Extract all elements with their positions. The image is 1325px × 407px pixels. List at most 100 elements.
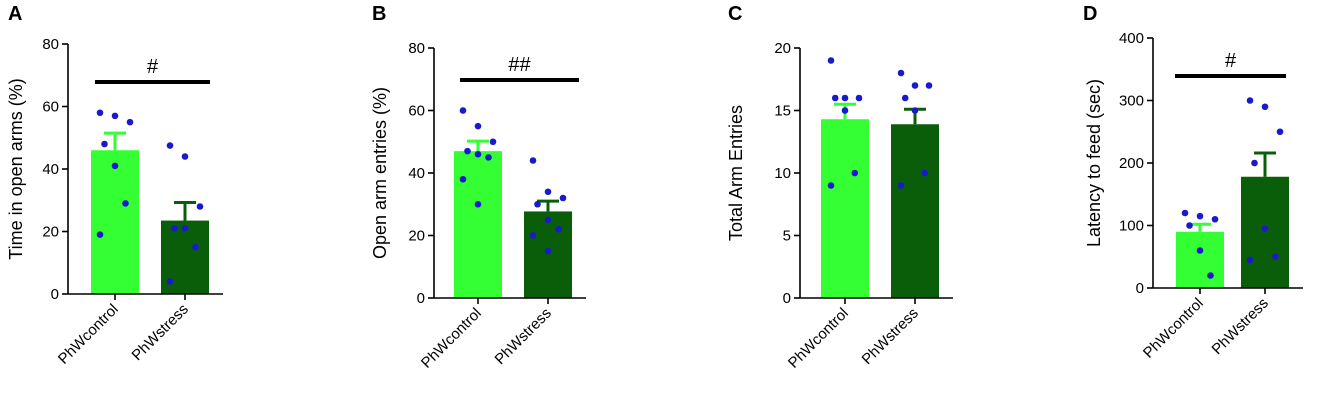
significance-marker: # xyxy=(147,56,159,78)
data-point xyxy=(96,231,104,238)
x-category-label: PhWstress xyxy=(492,305,555,368)
data-point xyxy=(111,112,119,120)
y-tick-label: 300 xyxy=(1119,93,1144,110)
data-point xyxy=(911,82,919,89)
x-category-label: PhWstress xyxy=(129,301,192,364)
y-tick-label: 40 xyxy=(42,161,59,178)
y-tick-label: 0 xyxy=(1136,280,1144,297)
data-point xyxy=(1261,103,1269,111)
significance-marker: # xyxy=(1225,50,1237,72)
data-point xyxy=(897,69,905,77)
data-point xyxy=(459,175,467,183)
data-point xyxy=(485,154,492,161)
data-point xyxy=(181,225,189,232)
x-category-label: PhWstress xyxy=(1209,295,1272,358)
x-category-label: PhWcontrol xyxy=(418,305,485,372)
data-point xyxy=(126,118,134,126)
data-point xyxy=(1181,209,1189,217)
data-point xyxy=(851,169,859,177)
panel-a: A 0 20 40 60 80 PhWcontrol PhWstress Time in ope… xyxy=(6,3,223,368)
data-point xyxy=(1272,253,1279,261)
data-point xyxy=(111,162,119,170)
data-point xyxy=(534,200,541,208)
y-tick-label: 200 xyxy=(1119,155,1144,172)
panel-letter: C xyxy=(728,3,742,25)
panel-letter: B xyxy=(372,3,386,25)
data-point xyxy=(544,247,552,255)
data-point xyxy=(474,122,482,130)
data-point xyxy=(181,153,189,160)
significance-marker: ## xyxy=(508,54,531,76)
data-point xyxy=(166,278,174,285)
bar-phwcontrol xyxy=(1176,231,1224,288)
panel-d: D 0 100 200 300 400 PhWcontrol PhWstress Latency… xyxy=(1083,3,1303,362)
data-point xyxy=(544,188,552,196)
y-tick-label: 60 xyxy=(42,99,59,116)
data-point xyxy=(921,169,929,177)
y-tick-label: 60 xyxy=(408,103,425,120)
y-tick-label: 100 xyxy=(1119,218,1144,235)
y-tick-label: 80 xyxy=(42,36,59,53)
data-point xyxy=(841,107,849,114)
data-point xyxy=(831,94,839,102)
bar-phwstress xyxy=(1241,176,1289,288)
y-tick-label: 15 xyxy=(774,103,791,120)
y-tick-label: 5 xyxy=(783,228,791,245)
data-point xyxy=(459,107,467,114)
data-point xyxy=(192,243,199,251)
data-point xyxy=(1251,159,1258,167)
data-point xyxy=(855,94,863,102)
data-point xyxy=(529,157,537,164)
y-tick-label: 0 xyxy=(783,290,791,307)
bar-phwstress xyxy=(891,124,939,298)
data-point xyxy=(529,232,537,239)
data-point xyxy=(841,94,849,102)
data-point xyxy=(1207,272,1214,279)
y-axis-label: Open arm entries (%) xyxy=(370,87,390,259)
data-point xyxy=(901,94,909,102)
data-point xyxy=(1261,225,1269,232)
data-point xyxy=(1276,128,1284,136)
y-tick-label: 40 xyxy=(408,165,425,182)
data-point xyxy=(171,225,178,232)
data-point xyxy=(1196,212,1204,220)
x-category-label: PhWcontrol xyxy=(55,301,122,368)
data-point xyxy=(96,109,104,117)
data-point xyxy=(1246,97,1254,104)
y-tick-label: 20 xyxy=(42,224,59,241)
data-point xyxy=(1196,247,1204,254)
data-point xyxy=(1246,256,1254,264)
data-point xyxy=(925,82,933,89)
data-point xyxy=(911,107,919,114)
y-tick-label: 20 xyxy=(408,228,425,245)
data-point xyxy=(474,150,482,158)
panel-c: C 0 5 10 15 20 PhWcontrol PhWstress Total Arm En… xyxy=(726,3,953,372)
data-point xyxy=(122,200,129,207)
data-point xyxy=(474,200,482,208)
y-axis-label: Time in open arms (%) xyxy=(6,78,26,259)
y-tick-label: 20 xyxy=(774,40,791,57)
data-point xyxy=(1211,215,1219,223)
bar-phwcontrol xyxy=(821,119,869,298)
data-point xyxy=(1186,222,1193,229)
bar-phwstress xyxy=(524,211,572,298)
data-point xyxy=(555,225,562,233)
data-point xyxy=(559,194,567,202)
y-axis-label: Total Arm Entries xyxy=(726,105,746,241)
data-point xyxy=(827,182,835,189)
data-point xyxy=(464,147,471,155)
y-axis-label: Latency to feed (sec) xyxy=(1084,79,1104,247)
y-tick-label: 80 xyxy=(408,40,425,57)
y-tick-label: 0 xyxy=(417,290,425,307)
x-category-label: PhWcontrol xyxy=(785,305,852,372)
y-tick-label: 10 xyxy=(774,165,791,182)
panel-b: B 0 20 40 60 80 PhWcontrol PhWstress Open arm en… xyxy=(370,3,586,372)
data-point xyxy=(101,140,108,148)
y-tick-label: 0 xyxy=(51,286,59,303)
data-point xyxy=(827,57,835,64)
data-point xyxy=(196,203,204,210)
panel-letter: D xyxy=(1083,3,1097,25)
data-point xyxy=(489,138,497,146)
panel-letter: A xyxy=(8,3,22,25)
